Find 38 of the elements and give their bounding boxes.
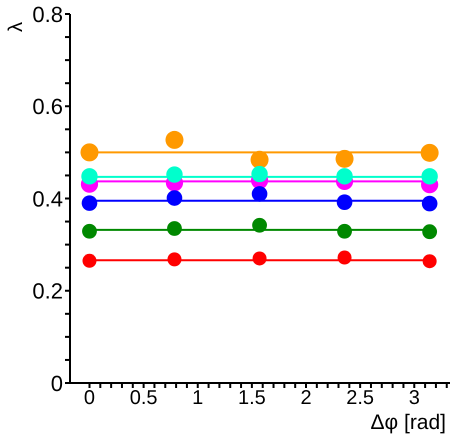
point: [422, 224, 438, 240]
point: [82, 195, 98, 211]
x-tick-label: 0: [84, 387, 96, 410]
x-axis-title: Δφ [rad]: [370, 411, 446, 434]
point: [166, 166, 183, 183]
point: [337, 224, 352, 239]
point: [80, 143, 98, 162]
x-tick-label: 1: [192, 387, 204, 410]
x-tick-label: 3: [408, 387, 420, 410]
point: [252, 251, 267, 266]
y-tick-label: 0.4: [32, 186, 63, 212]
point: [251, 166, 268, 182]
point: [81, 168, 98, 185]
y-tick-label: 0.2: [32, 278, 63, 304]
point: [338, 250, 352, 265]
y-tick-label: 0.6: [32, 94, 63, 120]
point: [336, 194, 352, 210]
point: [420, 144, 439, 162]
point: [166, 190, 182, 206]
x-tick-label: 2: [300, 387, 312, 410]
point: [165, 130, 184, 149]
point: [82, 224, 97, 239]
point: [336, 150, 354, 168]
point: [336, 168, 353, 185]
x-tick-label: 0.5: [130, 387, 158, 410]
point: [252, 218, 267, 233]
point: [167, 252, 182, 266]
point: [421, 168, 438, 185]
point: [250, 150, 269, 169]
y-tick-label: 0.8: [32, 2, 63, 27]
point: [422, 254, 437, 268]
x-tick-label: 1.5: [238, 387, 266, 410]
point: [167, 221, 182, 236]
point: [82, 254, 96, 268]
point: [252, 186, 268, 202]
x-tick-label: 2.5: [346, 387, 374, 410]
point: [422, 196, 438, 212]
y-axis-title: λ: [5, 22, 27, 32]
